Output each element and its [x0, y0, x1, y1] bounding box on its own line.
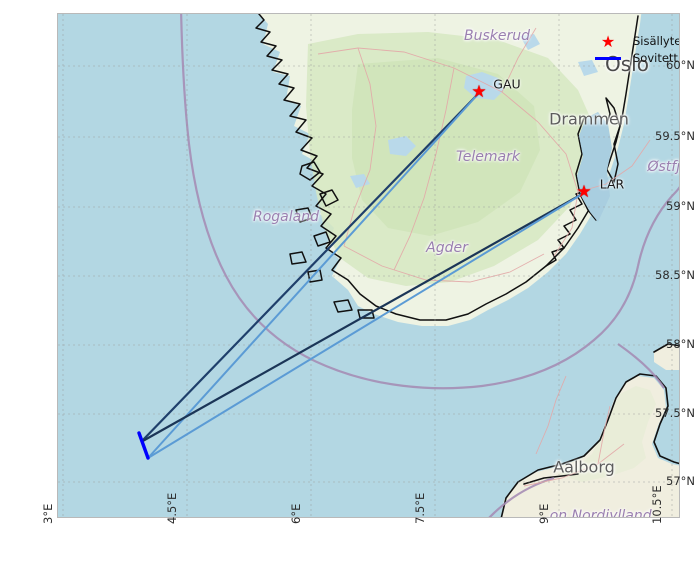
station-marker-gau[interactable]: ★	[471, 82, 487, 103]
x-tick-label: 6°E	[289, 503, 303, 524]
sightline-gau-light	[147, 92, 480, 459]
y-tick-label: 58.5°N	[655, 268, 695, 282]
y-tick-label: 59.5°N	[655, 129, 695, 143]
legend-row-track: Sovitettu rata	[587, 50, 679, 67]
x-tick-label: 3°E	[41, 503, 55, 524]
legend-star-icon: ★	[600, 31, 616, 51]
y-tick-label: 57°N	[666, 474, 695, 488]
y-tick-label: 57.5°N	[655, 406, 695, 420]
map-plot-area[interactable]: Buskerud Telemark Rogaland Agder Østfjol…	[57, 13, 680, 518]
road-network	[317, 27, 651, 487]
eez-boundary-line	[180, 14, 679, 517]
sightline-lar-light	[147, 192, 585, 459]
norway-landmass	[259, 14, 642, 326]
x-tick-label: 10.5°E	[650, 485, 664, 524]
map-legend: ★ Sisällytetty havainto Sovitettu rata	[582, 30, 680, 70]
oslofjord-water	[577, 112, 612, 222]
trajectory-lines	[140, 92, 585, 459]
y-tick-label: 60°N	[666, 58, 695, 72]
x-tick-label: 7.5°E	[413, 492, 427, 524]
x-tick-label: 9°E	[537, 503, 551, 524]
legend-row-observation: ★ Sisällytetty havainto	[587, 31, 680, 51]
fitted-track-segment	[137, 431, 150, 460]
station-marker-lar[interactable]: ★	[576, 182, 592, 203]
legend-label-track: Sovitettu rata	[633, 51, 679, 66]
legend-label-observation: Sisällytetty havainto	[633, 34, 680, 49]
sightline-lar-dark	[140, 192, 585, 443]
legend-line-icon	[587, 57, 629, 60]
sightline-gau-dark	[140, 92, 480, 443]
x-tick-label: 4.5°E	[165, 492, 179, 524]
map-canvas	[58, 14, 679, 517]
y-tick-label: 59°N	[666, 199, 695, 213]
y-tick-label: 58°N	[666, 337, 695, 351]
